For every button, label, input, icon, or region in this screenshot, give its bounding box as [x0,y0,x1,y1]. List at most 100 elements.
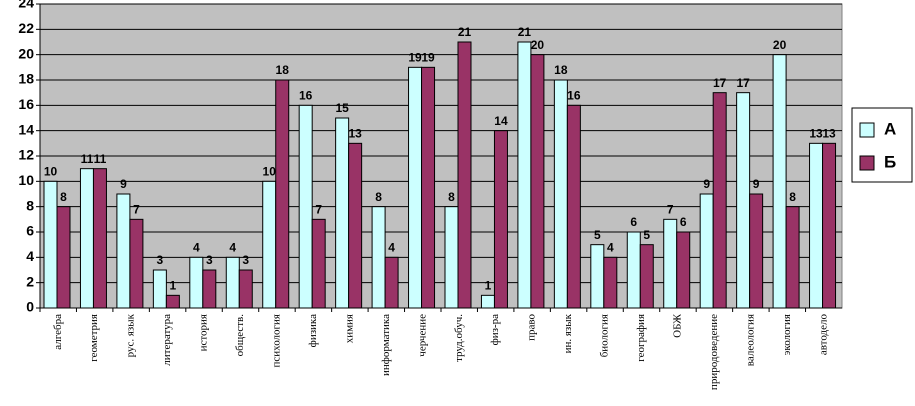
value-label: 19 [408,51,422,65]
bar [749,193,764,309]
x-tick-label: психология [270,314,282,368]
value-label: 20 [773,38,787,52]
value-label: 18 [276,63,290,77]
x-tick-label: алгебра [52,314,64,350]
value-label: 7 [315,203,322,217]
bar [785,206,800,309]
bar [238,269,253,309]
bar [444,206,459,309]
legend-label: А [884,119,896,138]
value-label: 3 [206,253,213,267]
value-label: 11 [94,152,107,166]
value-label: 20 [531,38,545,52]
bar [809,142,824,309]
value-label: 13 [348,127,362,141]
x-tick-label: рус. язык [125,313,137,357]
y-tick-label: 4 [26,248,34,264]
legend-label: Б [884,152,896,171]
y-tick-label: 14 [18,121,34,137]
bar [699,193,714,309]
y-tick-label: 24 [18,0,34,11]
value-label: 18 [554,63,568,77]
bar [663,218,678,309]
y-tick-label: 0 [26,299,34,315]
x-tick-label: обществ. [234,314,246,357]
y-tick-label: 22 [18,20,34,36]
x-tick-label: история [198,314,210,351]
value-label: 5 [594,228,601,242]
bar [626,231,641,309]
value-label: 19 [421,51,435,65]
bar [225,256,240,309]
value-label: 9 [753,177,760,191]
bar [43,180,58,309]
bar [384,256,399,309]
bar [189,256,204,309]
legend-swatch [859,122,875,138]
bar [480,294,495,309]
value-label: 13 [822,127,836,141]
bar [493,130,508,309]
bar [408,66,423,309]
value-label: 4 [193,241,200,255]
x-tick-label: ОБЖ [671,314,683,338]
bar [129,218,144,309]
value-label: 4 [229,241,236,255]
x-tick-label: физика [307,314,319,347]
value-label: 11 [81,152,94,166]
value-label: 9 [703,177,710,191]
y-tick-label: 2 [26,273,34,289]
bar [457,41,472,309]
x-tick-label: география [635,314,647,362]
bar [275,79,290,309]
bar [116,193,131,309]
value-label: 9 [120,177,127,191]
value-label: 17 [713,76,727,90]
bar [348,142,363,309]
bar [822,142,837,309]
x-tick-label: литература [161,314,173,366]
y-tick-label: 20 [18,45,34,61]
x-tick-label: биология [599,314,611,357]
x-tick-label: физ-ра [489,314,501,346]
bar [298,104,313,309]
y-tick-label: 6 [26,223,34,239]
x-tick-label: валеология [744,314,756,366]
bar [603,256,618,309]
bar [772,54,787,309]
x-tick-label: ин. язык [562,313,574,353]
value-label: 5 [643,228,650,242]
value-label: 4 [607,241,614,255]
x-tick-label: право [526,314,538,341]
bar [530,54,545,309]
value-label: 14 [494,114,508,128]
value-label: 3 [242,253,249,267]
value-label: 15 [335,101,349,115]
value-label: 7 [133,203,140,217]
x-tick-label: автодело [817,314,829,356]
bar [56,206,71,309]
y-tick-label: 10 [18,172,34,188]
x-tick-label: труд.обуч. [453,314,465,362]
value-label: 16 [567,89,581,103]
y-tick-label: 16 [18,96,34,112]
value-label: 6 [680,215,687,229]
x-tick-label: экология [781,314,793,355]
bar [421,66,436,309]
value-label: 1 [485,279,492,293]
value-label: 6 [630,215,637,229]
value-label: 8 [375,190,382,204]
value-label: 3 [157,253,164,267]
y-tick-label: 12 [18,147,34,163]
x-tick-label: черчение [416,314,428,357]
x-tick-label: информатика [380,314,392,376]
bar [92,168,107,309]
value-label: 21 [458,25,472,39]
bar [590,244,605,309]
bar [262,180,277,309]
bar [335,117,350,309]
value-label: 16 [299,89,313,103]
value-label: 8 [60,190,67,204]
y-tick-label: 8 [26,197,34,213]
